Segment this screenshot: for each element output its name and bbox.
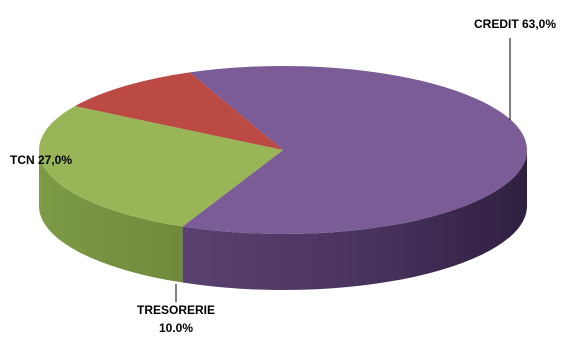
label-tcn: TCN 27,0% xyxy=(10,153,72,167)
label-tresorerie-line2: 10.0% xyxy=(159,321,193,335)
label-credit: CREDIT 63,0% xyxy=(474,17,556,31)
pie-top-faces xyxy=(39,66,527,234)
wall-credit xyxy=(182,150,527,290)
slice-credit xyxy=(182,66,527,234)
wall-tcn xyxy=(39,150,183,283)
slice-tresorerie xyxy=(74,72,283,150)
pie-side-walls xyxy=(39,150,527,290)
label-tresorerie-line1: TRESORERIE xyxy=(137,303,215,317)
slice-tcn xyxy=(39,106,283,227)
